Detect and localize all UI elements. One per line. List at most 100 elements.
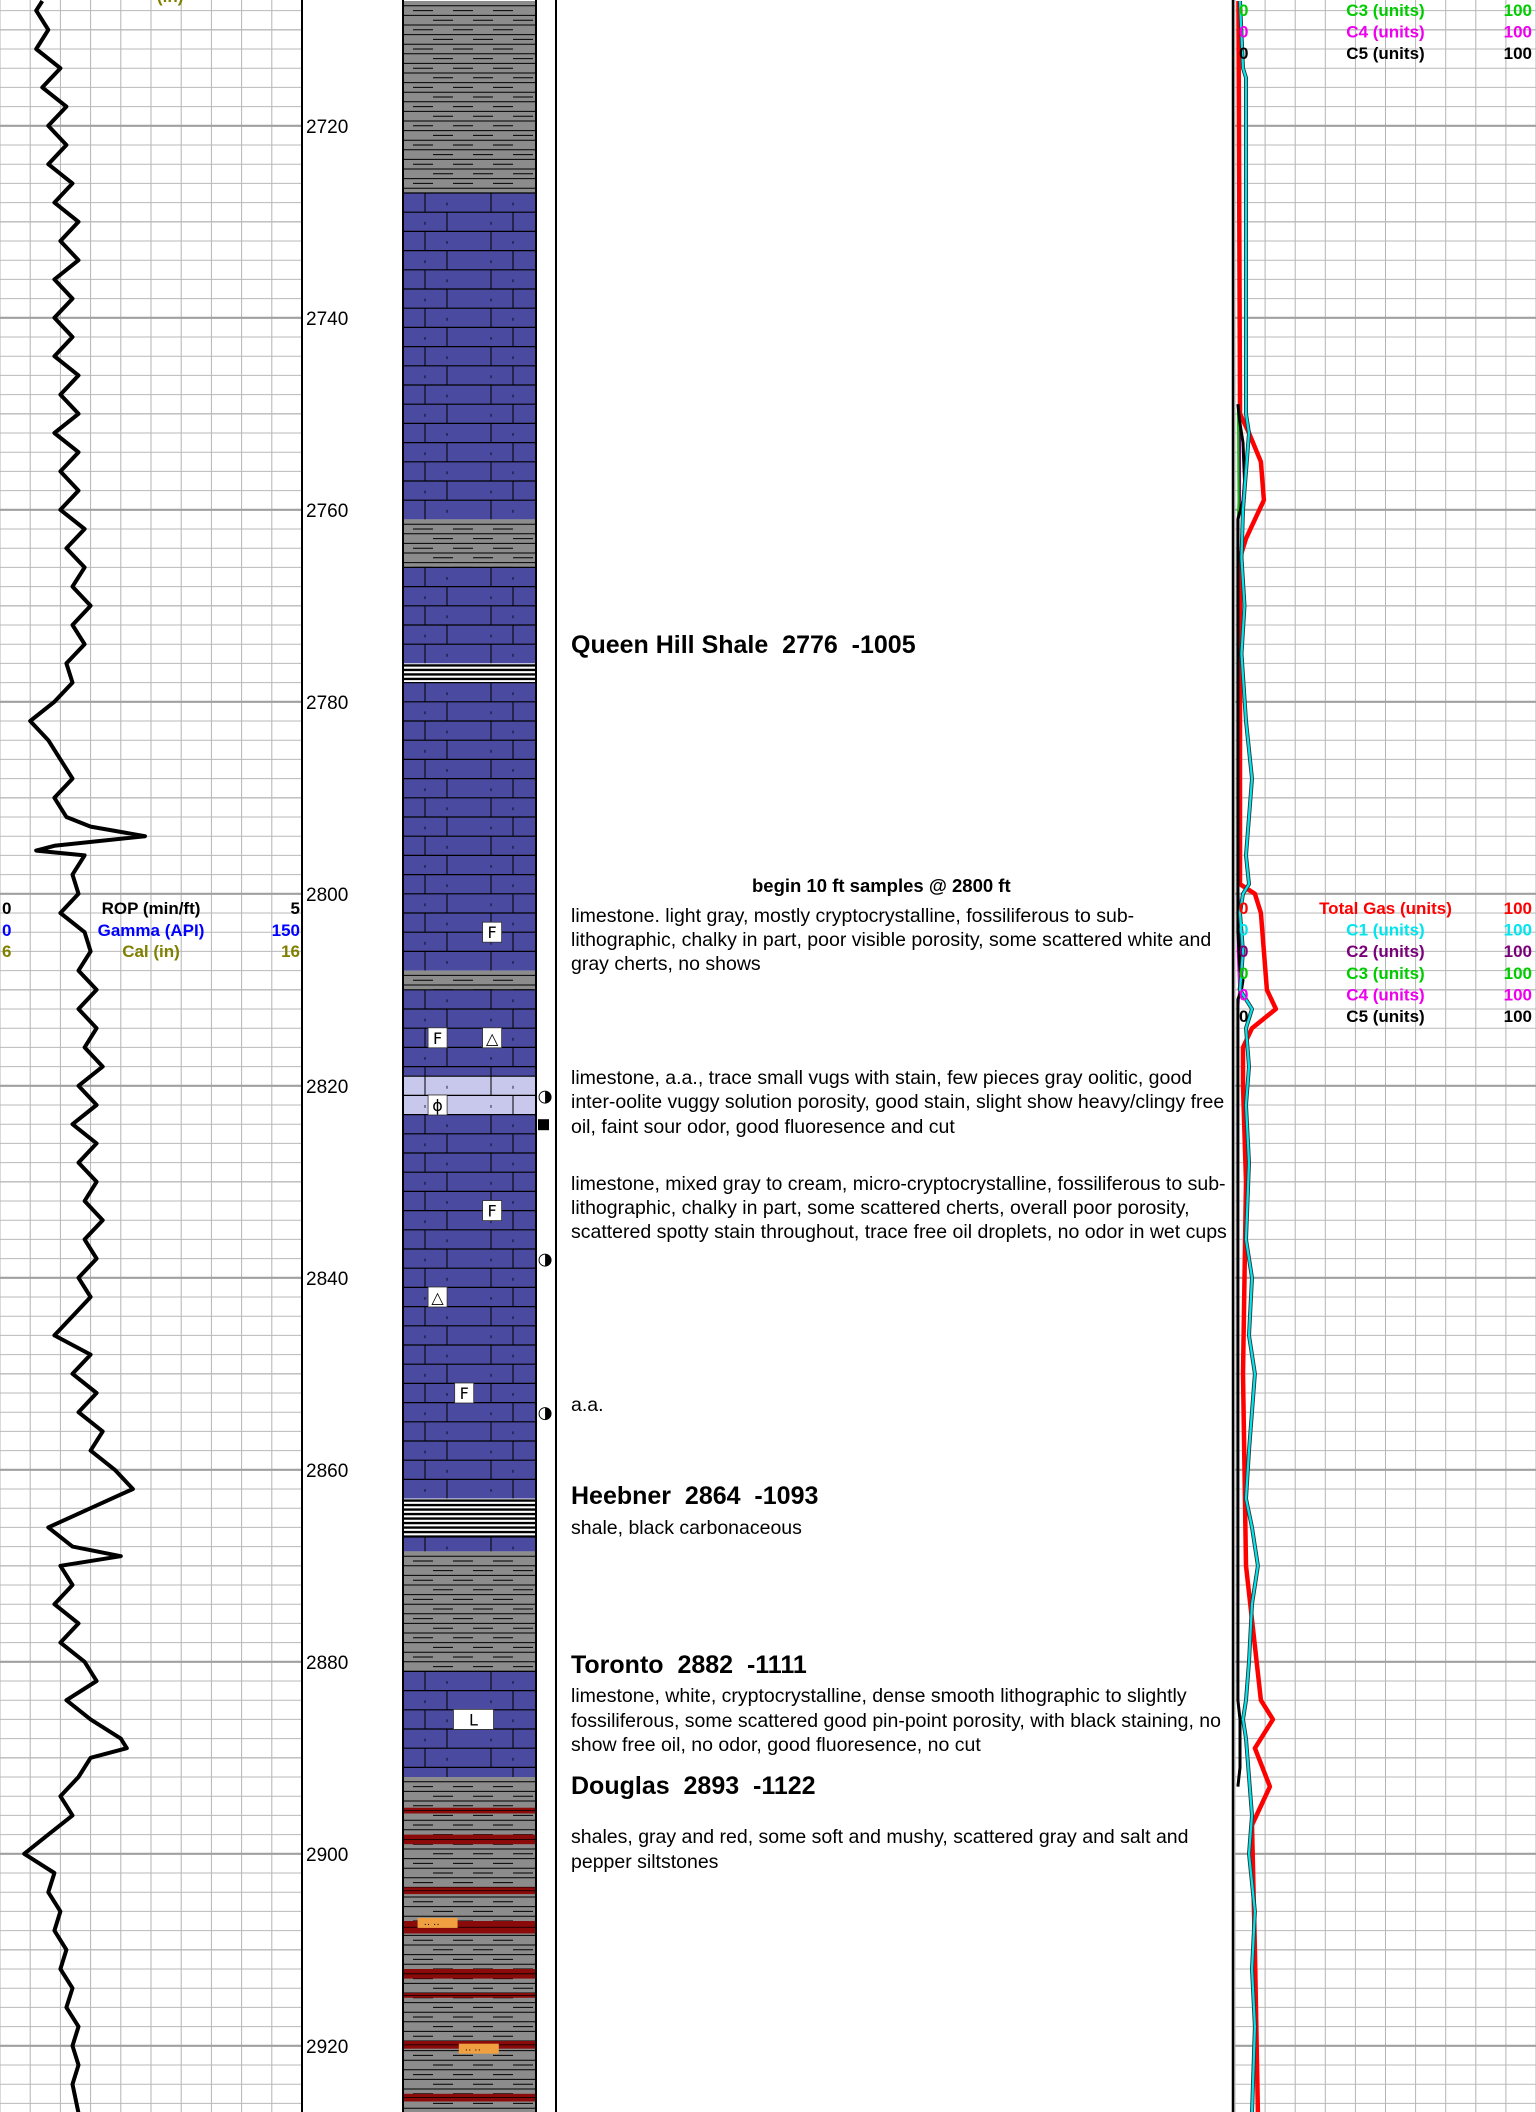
gas-header-top-label: C4 (units) <box>1346 23 1424 42</box>
depth-label: 2740 <box>306 309 348 330</box>
gas-header-min: 0 <box>1239 921 1248 940</box>
gas-header-max: 100 <box>1504 921 1532 940</box>
siltstone-lens <box>417 1917 458 1928</box>
depth-label: 2880 <box>306 1653 348 1674</box>
formation-top: Douglas 2893 -1122 <box>571 1771 816 1800</box>
gas-header-min: 0 <box>1239 942 1248 961</box>
symbol-box <box>427 1094 448 1116</box>
depth-label: 2840 <box>306 1269 348 1290</box>
depth-label: 2720 <box>306 117 348 138</box>
curve-rop-min-ft <box>22 0 147 2112</box>
track-borders <box>301 0 1235 2112</box>
oil-show-icon: ◑ <box>538 1086 553 1106</box>
gas-header-max: 100 <box>1504 899 1532 918</box>
symbol-box <box>427 1286 448 1308</box>
siltstone-dots: ·· ·· <box>424 1919 440 1930</box>
limestone-bed <box>403 567 536 664</box>
gas-header-top-min: 0 <box>1239 44 1248 63</box>
cal-header-min: 6 <box>2 942 11 961</box>
oil-show-icon: ◑ <box>538 1250 553 1270</box>
formation-top: Heebner 2864 -1093 <box>571 1481 819 1510</box>
depth-label: 2800 <box>306 885 348 906</box>
depth-labels: 2720 2740 2760 2780 2800 2820 2840 2860 2880 2900… <box>306 117 348 2058</box>
gas-header-top-label: C3 (units) <box>1346 1 1424 20</box>
core-marker-icon <box>538 1119 549 1131</box>
depth-label: 2780 <box>306 693 348 714</box>
rop-header-min: 0 <box>2 899 11 918</box>
formation-top: Toronto 2882 -1111 <box>571 1650 807 1679</box>
left-track-grid <box>0 0 303 2112</box>
lithology-description: limestone. light gray, mostly cryptocrys… <box>571 904 1212 976</box>
lithology-description: shale, black carbonaceous <box>571 1517 802 1540</box>
gas-header-max: 100 <box>1504 985 1532 1004</box>
siltstone-lens <box>458 2043 499 2054</box>
gamma-header-label: Gamma (API) <box>98 921 205 940</box>
symbol-F-icon: F <box>460 1384 469 1403</box>
symbol-box <box>482 1027 503 1049</box>
oil-show-icon: ◑ <box>538 1403 553 1423</box>
symbol-box <box>427 1027 448 1049</box>
symbol-L-icon: L <box>469 1710 478 1729</box>
symbol-box <box>453 1709 494 1730</box>
gas-header-max: 100 <box>1504 942 1532 961</box>
shale-bed <box>403 1551 536 1672</box>
gas-header-label: C3 (units) <box>1346 964 1424 983</box>
limestone-bed <box>403 1537 536 1552</box>
lithology-description: shales, gray and red, some soft and mush… <box>571 1826 1189 1873</box>
lithology-description: limestone, white, cryptocrystalline, den… <box>571 1685 1221 1756</box>
log-curves <box>22 0 1279 2112</box>
gas-header-label: C2 (units) <box>1346 942 1424 961</box>
gas-header-top-max: 100 <box>1504 1 1532 20</box>
gas-header-label: Total Gas (units) <box>1319 899 1452 918</box>
curve-c1-units <box>1238 0 1260 2112</box>
gas-header-label: C4 (units) <box>1346 985 1424 1004</box>
right-track-header: 0 C3 (units) 100 0 C4 (units) 100 0 C5 (units) 1… <box>1239 1 1532 1026</box>
limestone-bed <box>403 193 536 520</box>
symbol-F-icon: F <box>488 923 497 942</box>
symbol-F-icon: F <box>488 1202 497 1221</box>
lithology-symbols: F F △ ϕ F △ F L ◑ ◑ ◑ <box>427 921 553 1730</box>
cal-header-label: Cal (in) <box>122 942 180 961</box>
gamma-header-min: 0 <box>2 921 11 940</box>
depth-label: 2900 <box>306 1845 348 1866</box>
formation-top: Queen Hill Shale 2776 -1005 <box>571 631 916 660</box>
lithology-description: a.a. <box>571 1393 604 1416</box>
lithology-description: limestone, mixed gray to cream, micro-cr… <box>571 1172 1227 1244</box>
gas-header-top-min: 0 <box>1239 23 1248 42</box>
symbol-△-icon: △ <box>486 1029 499 1048</box>
depth-label: 2820 <box>306 1077 348 1098</box>
symbol-box <box>482 1200 503 1221</box>
gas-header-min: 0 <box>1239 964 1248 983</box>
gas-header-label: C1 (units) <box>1346 921 1424 940</box>
gas-header-min: 0 <box>1239 899 1248 918</box>
rop-header-label: ROP (min/ft) <box>102 899 201 918</box>
symbol-box <box>482 921 503 943</box>
depth-label: 2920 <box>306 2037 348 2058</box>
rop-header-max: 5 <box>291 899 300 918</box>
gas-header-min: 0 <box>1239 1007 1248 1026</box>
symbol-△-icon: △ <box>431 1288 444 1307</box>
symbol-box <box>454 1382 475 1404</box>
gas-header-top-min: 0 <box>1239 1 1248 20</box>
gas-header-label: C5 (units) <box>1346 1007 1424 1026</box>
depth-label: 2760 <box>306 501 348 522</box>
gas-header-max: 100 <box>1504 964 1532 983</box>
depth-label: 2860 <box>306 1461 348 1482</box>
right-track-grid <box>1234 0 1536 2112</box>
gas-header-top-max: 100 <box>1504 23 1532 42</box>
gas-header-min: 0 <box>1239 985 1248 1004</box>
left-track-header: 0 ROP (min/ft) 5 0 Gamma (API) 150 6 Cal (in) 16… <box>2 0 300 961</box>
limestone-bed <box>403 682 536 971</box>
sample-note: begin 10 ft samples @ 2800 ft <box>752 875 1011 897</box>
gamma-header-max: 150 <box>272 921 300 940</box>
symbol-ϕ-icon: ϕ <box>432 1096 443 1115</box>
lithology-column: ·· ·· ·· ·· <box>403 1 536 2112</box>
limestone-bed <box>403 989 536 1077</box>
gas-header-max: 100 <box>1504 1007 1532 1026</box>
cal-header-remnant: (in) <box>157 0 183 6</box>
siltstone-dots: ·· ·· <box>465 2045 481 2056</box>
symbol-F-icon: F <box>433 1029 442 1048</box>
gas-header-top-max: 100 <box>1504 44 1532 63</box>
curve-total-gas-units <box>1236 0 1279 2112</box>
